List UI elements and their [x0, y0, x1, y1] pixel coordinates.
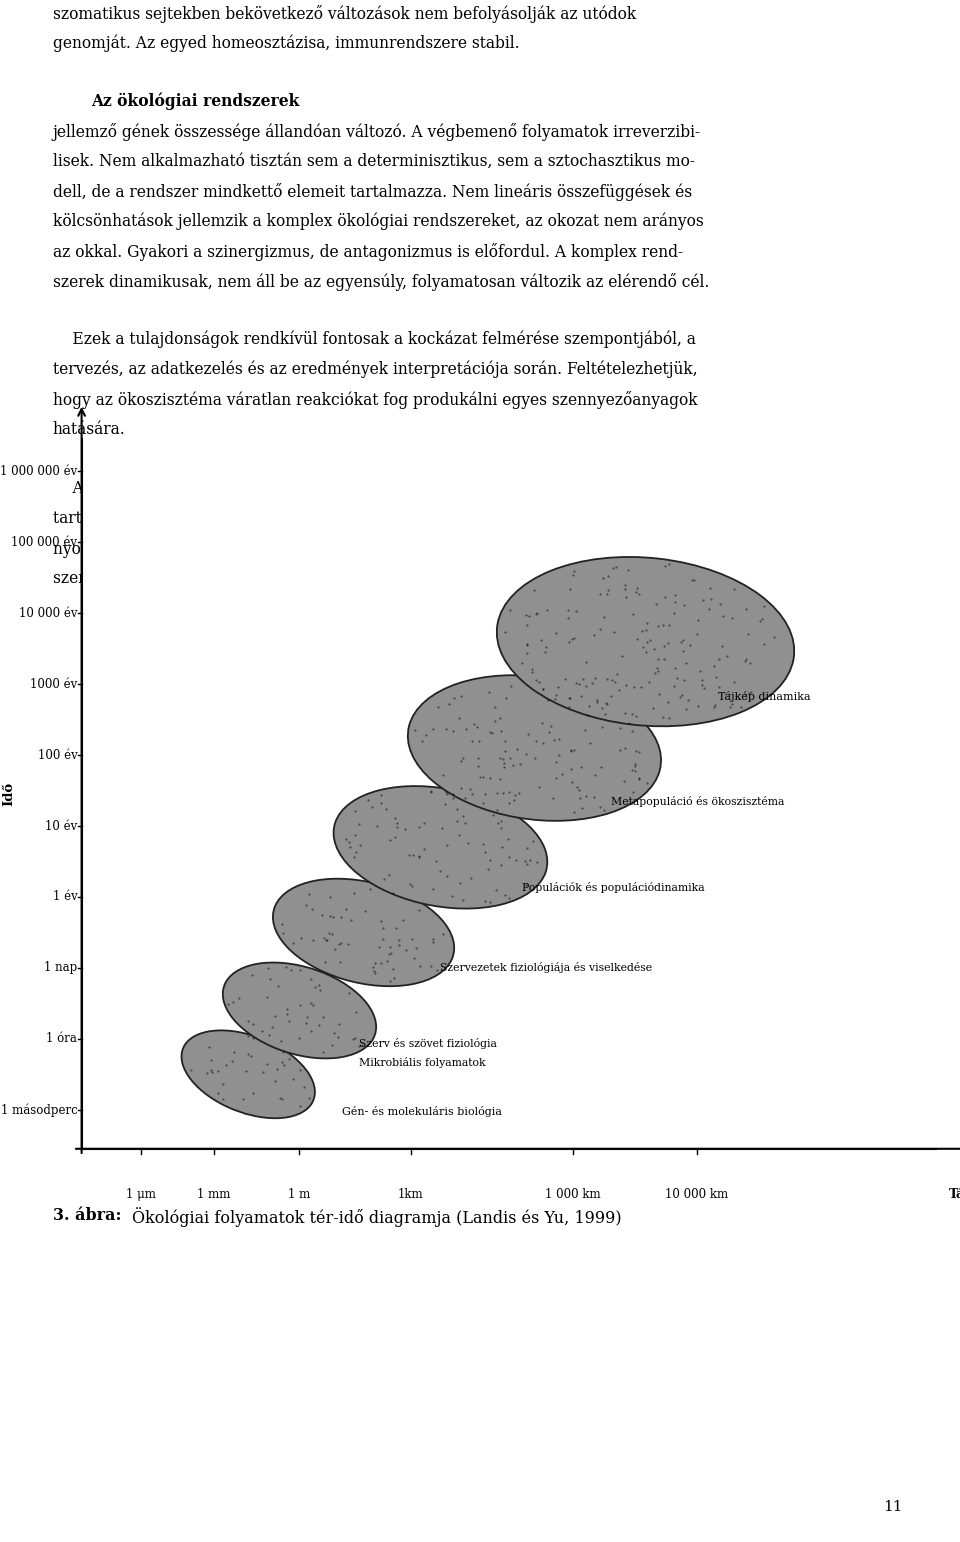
Text: Az ökológiai rendszerek: Az ökológiai rendszerek: [91, 93, 300, 109]
Text: Idő: Idő: [3, 782, 15, 806]
Text: szerek dinamikusak, nem áll be az egyensúly, folyamatosan változik az elérendő c: szerek dinamikusak, nem áll be az egyens…: [53, 273, 709, 291]
Text: 1 000 000 év: 1 000 000 év: [0, 464, 78, 478]
Ellipse shape: [273, 879, 454, 987]
Text: 10 év: 10 év: [45, 819, 78, 833]
Text: 100 év: 100 év: [37, 748, 78, 762]
Text: 1 m: 1 m: [288, 1187, 311, 1201]
Text: 3. ábra:: 3. ábra:: [53, 1207, 121, 1224]
Ellipse shape: [223, 962, 376, 1058]
Text: az okkal. Gyakori a szinergizmus, de antagonizmus is előfordul. A komplex rend-: az okkal. Gyakori a szinergizmus, de ant…: [53, 242, 683, 261]
Text: 10 000 év: 10 000 év: [19, 606, 78, 620]
Text: szennyezés-típusok tér-idő diagramja.: szennyezés-típusok tér-idő diagramja.: [53, 569, 348, 588]
Text: 1000 év: 1000 év: [30, 677, 78, 691]
Text: 1km: 1km: [397, 1187, 423, 1201]
Ellipse shape: [181, 1030, 315, 1118]
Ellipse shape: [408, 675, 661, 820]
Text: 1 μm: 1 μm: [127, 1187, 156, 1201]
Text: 1 óra: 1 óra: [46, 1032, 78, 1045]
Text: Ezek a tulajdonságok rendkívül fontosak a kockázat felmérése szempontjából, a: Ezek a tulajdonságok rendkívül fontosak …: [53, 330, 696, 348]
Text: 1 nap: 1 nap: [44, 961, 78, 975]
Text: 100 000 év: 100 000 év: [12, 535, 78, 549]
Text: 11: 11: [883, 1500, 902, 1514]
Text: A molekuláris szinttől a teljes ökoszisztéma szintjéig megjelenő változásokhoz: A molekuláris szinttől a teljes ökoszisz…: [53, 478, 682, 497]
Text: Tájkép dinamika: Tájkép dinamika: [718, 691, 811, 702]
Text: lisek. Nem alkalmazható tisztán sem a determinisztikus, sem a sztochasztikus mo-: lisek. Nem alkalmazható tisztán sem a de…: [53, 153, 695, 170]
Text: Ökológiai folyamatok tér-idő diagramja (Landis és Yu, 1999): Ökológiai folyamatok tér-idő diagramja (…: [132, 1207, 622, 1227]
Text: Szervezetek fiziológiája és viselkedése: Szervezetek fiziológiája és viselkedése: [441, 962, 653, 973]
Text: 1 mm: 1 mm: [198, 1187, 230, 1201]
Text: jellemző gének összessége állandóan változó. A végbemenő folyamatok irreverzibi-: jellemző gének összessége állandóan vált…: [53, 123, 701, 140]
Text: kölcsönhatások jellemzik a komplex ökológiai rendszereket, az okozat nem arányos: kölcsönhatások jellemzik a komplex ökoló…: [53, 213, 704, 230]
Text: 10 000 km: 10 000 km: [665, 1187, 729, 1201]
Text: Metapopuláció és ökoszisztéma: Metapopuláció és ökoszisztéma: [612, 796, 784, 806]
Text: 1 másodperc: 1 másodperc: [1, 1103, 78, 1116]
Text: tartozik egy idő és hely szerinti skála is. Ezt mutatja a 3. ábra Landis és Yu (: tartozik egy idő és hely szerinti skála …: [53, 509, 693, 527]
Text: tervezés, az adatkezelés és az eredmények interpretációja során. Feltételezhetjü: tervezés, az adatkezelés és az eredménye…: [53, 361, 697, 378]
Text: 1 000 km: 1 000 km: [545, 1187, 601, 1201]
Text: Gén- és molekuláris biológia: Gén- és molekuláris biológia: [342, 1107, 502, 1118]
Text: Mikrobiális folyamatok: Mikrobiális folyamatok: [359, 1056, 486, 1067]
Ellipse shape: [333, 786, 547, 908]
Text: Populációk és populációdinamika: Populációk és populációdinamika: [521, 882, 705, 893]
Text: genomját. Az egyed homeosztázisa, immunrendszere stabil.: genomját. Az egyed homeosztázisa, immunr…: [53, 34, 519, 52]
Text: Távolság: Távolság: [948, 1187, 960, 1201]
Text: hogy az ökoszisztéma váratlan reakciókat fog produkálni egyes szennyezőanyagok: hogy az ökoszisztéma váratlan reakciókat…: [53, 390, 697, 409]
Text: hatására.: hatására.: [53, 421, 126, 438]
Text: 1 év: 1 év: [53, 890, 78, 904]
Text: dell, de a rendszer mindkettő elemeit tartalmazza. Nem lineáris összefüggések és: dell, de a rendszer mindkettő elemeit ta…: [53, 182, 692, 200]
Ellipse shape: [496, 557, 794, 726]
Text: Szerv és szövet fiziológia: Szerv és szövet fiziológia: [359, 1038, 497, 1049]
Text: szomatikus sejtekben bekövetkező változások nem befolyásolják az utódok: szomatikus sejtekben bekövetkező változá…: [53, 5, 636, 23]
Text: nyomán. Érdekes összehasonlítást tesz lehetővé a 4. ábrán bemutatott környezet-: nyomán. Érdekes összehasonlítást tesz le…: [53, 538, 690, 558]
